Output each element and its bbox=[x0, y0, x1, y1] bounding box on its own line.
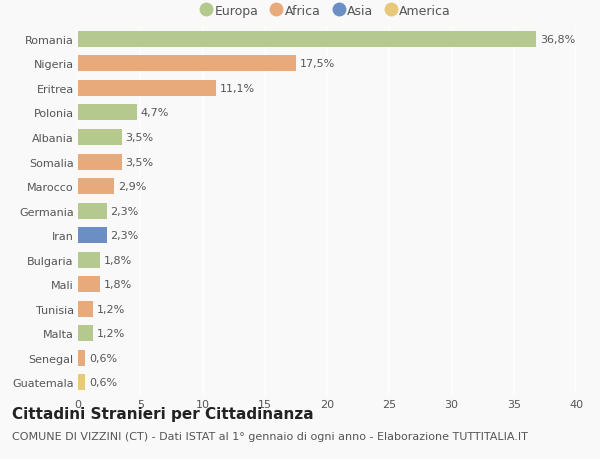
Text: 1,2%: 1,2% bbox=[97, 304, 125, 314]
Text: 1,8%: 1,8% bbox=[104, 255, 133, 265]
Bar bbox=[78, 325, 93, 341]
Bar bbox=[78, 350, 85, 366]
Bar bbox=[78, 56, 296, 72]
Text: 2,9%: 2,9% bbox=[118, 182, 146, 192]
Bar bbox=[78, 252, 100, 268]
Text: 4,7%: 4,7% bbox=[140, 108, 169, 118]
Bar bbox=[78, 130, 122, 146]
Legend: Europa, Africa, Asia, America: Europa, Africa, Asia, America bbox=[203, 5, 451, 17]
Bar bbox=[78, 105, 137, 121]
Text: 11,1%: 11,1% bbox=[220, 84, 255, 94]
Bar bbox=[78, 179, 114, 195]
Text: Cittadini Stranieri per Cittadinanza: Cittadini Stranieri per Cittadinanza bbox=[12, 406, 314, 421]
Text: 2,3%: 2,3% bbox=[110, 230, 139, 241]
Text: 3,5%: 3,5% bbox=[125, 157, 154, 167]
Text: 1,2%: 1,2% bbox=[97, 329, 125, 339]
Bar bbox=[78, 375, 85, 391]
Text: 36,8%: 36,8% bbox=[540, 35, 575, 45]
Text: 2,3%: 2,3% bbox=[110, 206, 139, 216]
Bar bbox=[78, 301, 93, 317]
Text: 1,8%: 1,8% bbox=[104, 280, 133, 290]
Bar bbox=[78, 32, 536, 48]
Text: 0,6%: 0,6% bbox=[89, 353, 118, 363]
Text: 0,6%: 0,6% bbox=[89, 377, 118, 387]
Text: COMUNE DI VIZZINI (CT) - Dati ISTAT al 1° gennaio di ogni anno - Elaborazione TU: COMUNE DI VIZZINI (CT) - Dati ISTAT al 1… bbox=[12, 431, 528, 442]
Text: 17,5%: 17,5% bbox=[299, 59, 335, 69]
Bar bbox=[78, 228, 107, 244]
Text: 3,5%: 3,5% bbox=[125, 133, 154, 143]
Bar bbox=[78, 154, 122, 170]
Bar bbox=[78, 277, 100, 292]
Bar bbox=[78, 81, 216, 97]
Bar bbox=[78, 203, 107, 219]
